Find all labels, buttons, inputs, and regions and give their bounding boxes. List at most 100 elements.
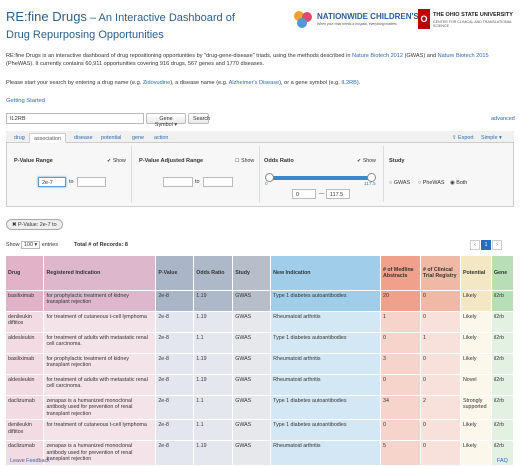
cell-study: GWAS	[232, 310, 272, 332]
cell-pvalue: 2e-8	[155, 440, 195, 465]
cell-trials: 0	[420, 419, 461, 441]
cell-drug[interactable]: daclizumab	[6, 440, 45, 465]
nationwide-logo[interactable]: NATIONWIDE CHILDREN'S When your child ne…	[291, 8, 419, 33]
remove-circle-icon[interactable]: ✖	[12, 222, 17, 228]
col-clinical-trial-registry[interactable]: # of Clinical Trial Registry	[420, 256, 461, 290]
col-potential[interactable]: Potential	[460, 256, 492, 290]
pvalue-adjusted-to-input[interactable]	[203, 177, 233, 187]
cell-potential: Novel	[460, 373, 492, 395]
col-gene[interactable]: Gene	[491, 256, 515, 290]
table-row[interactable]: denileukin diftitox for treatment of cuta…	[6, 419, 515, 441]
nature-biotech-2015-link[interactable]: Nature Biotech 2015	[437, 53, 489, 59]
pvalue-from-input[interactable]: 2e-7	[38, 177, 66, 187]
example-disease-link[interactable]: Alzheimer's Disease	[228, 80, 280, 86]
cell-study: GWAS	[232, 352, 272, 374]
prev-page-button[interactable]: ‹	[470, 240, 480, 250]
cell-drug[interactable]: daclizumab	[6, 394, 45, 420]
export-button[interactable]: ⇪ Export	[452, 135, 474, 141]
radio-selected-icon: ◉	[450, 180, 455, 186]
cell-pvalue: 2e-8	[155, 289, 195, 311]
table-row[interactable]: aldesleukin for treatment of adults with …	[6, 373, 515, 395]
osu-center: CENTER FOR CLINICAL AND TRANSLATIONAL SC…	[433, 20, 512, 29]
table-row[interactable]: daclizumab zenapax is a humanized monoclo…	[6, 394, 515, 420]
page-1-button[interactable]: 1	[481, 240, 491, 250]
cell-newind: Rheumatoid arthritis	[270, 440, 382, 465]
study-option-gwas[interactable]: ○ GWAS	[389, 180, 410, 186]
cell-trials: 1	[420, 331, 461, 353]
col-new-indication[interactable]: New Indication	[270, 256, 382, 290]
tab-drug[interactable]: drug	[14, 135, 25, 141]
cell-pvalue: 2e-8	[155, 331, 195, 353]
intro-part: RE:fine Drugs is an interactive dashboar…	[6, 53, 353, 59]
cell-gene: il2rb	[491, 394, 515, 420]
tab-bar	[6, 131, 514, 143]
search-input[interactable]: IL2RB	[6, 113, 144, 124]
total-records: Total # of Records: 8	[74, 242, 128, 248]
odds-ratio-show-toggle[interactable]: ✔ Show	[357, 158, 376, 164]
cell-newind: Rheumatoid arthritis	[270, 373, 382, 395]
cell-drug[interactable]: denileukin diftitox	[6, 310, 45, 332]
col-odds-ratio[interactable]: Odds Ratio	[193, 256, 234, 290]
col-pvalue[interactable]: P-Value	[155, 256, 195, 290]
cell-newind: Rheumatoid arthritis	[270, 352, 382, 374]
tab-potential[interactable]: potential	[101, 135, 122, 141]
col-drug[interactable]: Drug	[6, 256, 45, 290]
table-row[interactable]: daclizumab zenapax is a humanized monoclo…	[6, 440, 515, 465]
pvalue-label: P-Value Range	[14, 158, 53, 164]
pvalue-adjusted-to-label: to	[195, 179, 200, 185]
odds-slider-max-handle[interactable]	[367, 173, 376, 182]
table-row[interactable]: denileukin diftitox for treatment of cuta…	[6, 310, 515, 332]
nature-biotech-2012-link[interactable]: Nature Biotech 2012	[352, 53, 404, 59]
col-study[interactable]: Study	[232, 256, 272, 290]
search-button[interactable]: Search	[188, 113, 210, 124]
odds-to-input[interactable]: 117.5	[326, 189, 350, 199]
cell-gene: il2rb	[491, 331, 515, 353]
active-filter-chip[interactable]: ✖ P-Value: 2e-7 to	[6, 219, 63, 230]
cell-drug[interactable]: basiliximab	[6, 289, 45, 311]
entries-value: 100	[24, 242, 33, 248]
odds-slider-track[interactable]	[265, 173, 376, 182]
cell-drug[interactable]: denileukin diftitox	[6, 419, 45, 441]
tab-action[interactable]: action	[154, 135, 169, 141]
advanced-link[interactable]: advanced	[491, 116, 515, 122]
odds-from-input[interactable]: 0	[292, 189, 316, 199]
leave-feedback-link[interactable]: Leave Feedback	[10, 458, 50, 464]
tab-gene[interactable]: gene	[132, 135, 144, 141]
cell-potential: Likely	[460, 289, 492, 311]
getting-started-link[interactable]: Getting Started	[6, 98, 45, 104]
table-row[interactable]: aldesleukin for treatment of adults with …	[6, 331, 515, 353]
entries-selector: Show 100 ▾ entries	[6, 241, 58, 249]
study-option-phewas[interactable]: ○ PheWAS	[418, 180, 444, 186]
osu-logo[interactable]: O THE OHIO STATE UNIVERSITY CENTER FOR C…	[418, 9, 514, 31]
cell-potential: Likely	[460, 352, 492, 374]
cell-drug[interactable]: basiliximab	[6, 352, 45, 374]
show-suffix: entries	[41, 242, 58, 248]
pvalue-adjusted-from-input[interactable]	[163, 177, 193, 187]
cell-drug[interactable]: aldesleukin	[6, 373, 45, 395]
entries-dropdown[interactable]: 100 ▾	[21, 241, 41, 249]
example-gene-link[interactable]: IL2RB	[341, 80, 357, 86]
tab-disease[interactable]: disease	[74, 135, 93, 141]
cell-drug[interactable]: aldesleukin	[6, 331, 45, 353]
example-drug-link[interactable]: Zidovudine	[142, 80, 171, 86]
next-page-button[interactable]: ›	[492, 240, 502, 250]
cell-newind: Type 1 diabetes autoantibodies	[270, 419, 382, 441]
nationwide-mark-icon	[294, 11, 312, 28]
simple-toggle[interactable]: Simple ▾	[481, 135, 502, 141]
pvalue-show-toggle[interactable]: ✔ Show	[107, 158, 126, 164]
search-type-dropdown[interactable]: Gene Symbol ▾	[146, 113, 186, 128]
cell-study: GWAS	[232, 331, 272, 353]
cell-indication: for treatment of adults with metastatic …	[43, 373, 157, 395]
study-option-both[interactable]: ◉ Both	[450, 180, 467, 186]
col-medline-abstracts[interactable]: # of Medline Abstracts	[380, 256, 421, 290]
pvalue-adjusted-show-toggle[interactable]: ☐ Show	[235, 158, 254, 164]
table-row[interactable]: basiliximab for prophylactic treatment of…	[6, 289, 515, 311]
faq-link[interactable]: FAQ	[497, 458, 508, 464]
tab-association[interactable]: association	[29, 133, 66, 143]
table-row[interactable]: basiliximab for prophylactic treatment of…	[6, 352, 515, 374]
simple-label: Simple	[481, 135, 498, 141]
pvalue-to-input[interactable]	[77, 177, 106, 187]
odds-slider-min-handle[interactable]	[265, 173, 274, 182]
cell-odds: 1.19	[193, 373, 234, 395]
col-registered-indication[interactable]: Registered Indication	[43, 256, 157, 290]
